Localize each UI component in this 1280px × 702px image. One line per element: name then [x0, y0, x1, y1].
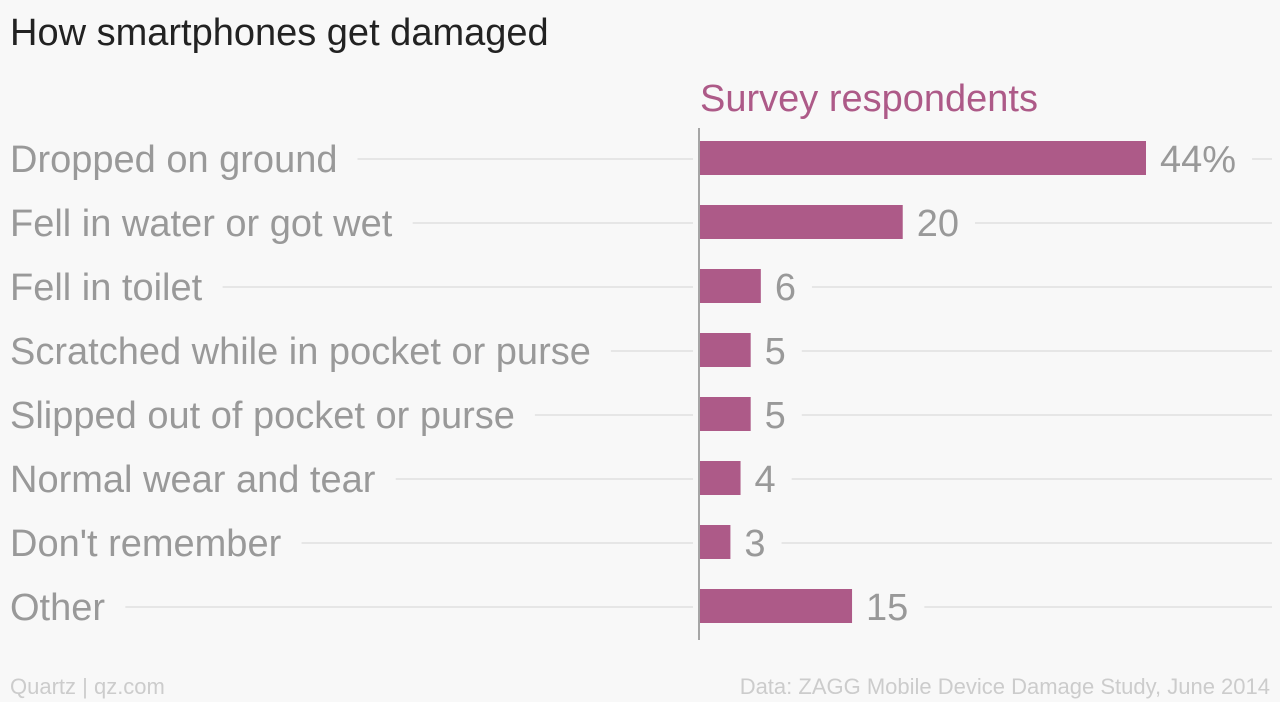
bar	[700, 205, 903, 239]
bar	[700, 141, 1146, 175]
bar	[700, 589, 853, 623]
category-label: Fell in water or got wet	[10, 203, 393, 245]
category-label: Fell in toilet	[10, 267, 203, 309]
footer-source: Data: ZAGG Mobile Device Damage Study, J…	[739, 674, 1270, 699]
chart-title: How smartphones get damaged	[10, 12, 549, 54]
series-header: Survey respondents	[700, 78, 1038, 120]
bar	[700, 397, 751, 431]
value-label: 4	[755, 459, 776, 501]
bar	[700, 525, 731, 559]
category-label: Don't remember	[10, 523, 282, 565]
footer-credit: Quartz | qz.com	[10, 674, 165, 699]
category-label: Normal wear and tear	[10, 459, 376, 501]
value-label: 44%	[1160, 139, 1236, 181]
bar	[700, 461, 741, 495]
value-label: 6	[775, 267, 796, 309]
value-label: 3	[744, 523, 765, 565]
value-label: 5	[765, 331, 786, 373]
category-label: Other	[10, 587, 105, 629]
category-label: Scratched while in pocket or purse	[10, 331, 591, 373]
category-label: Slipped out of pocket or purse	[10, 395, 515, 437]
value-label: 15	[866, 587, 908, 629]
gridlines	[125, 158, 1272, 608]
bar	[700, 333, 751, 367]
value-label: 20	[917, 203, 959, 245]
bar	[700, 269, 761, 303]
value-label: 5	[765, 395, 786, 437]
category-label: Dropped on ground	[10, 139, 337, 181]
